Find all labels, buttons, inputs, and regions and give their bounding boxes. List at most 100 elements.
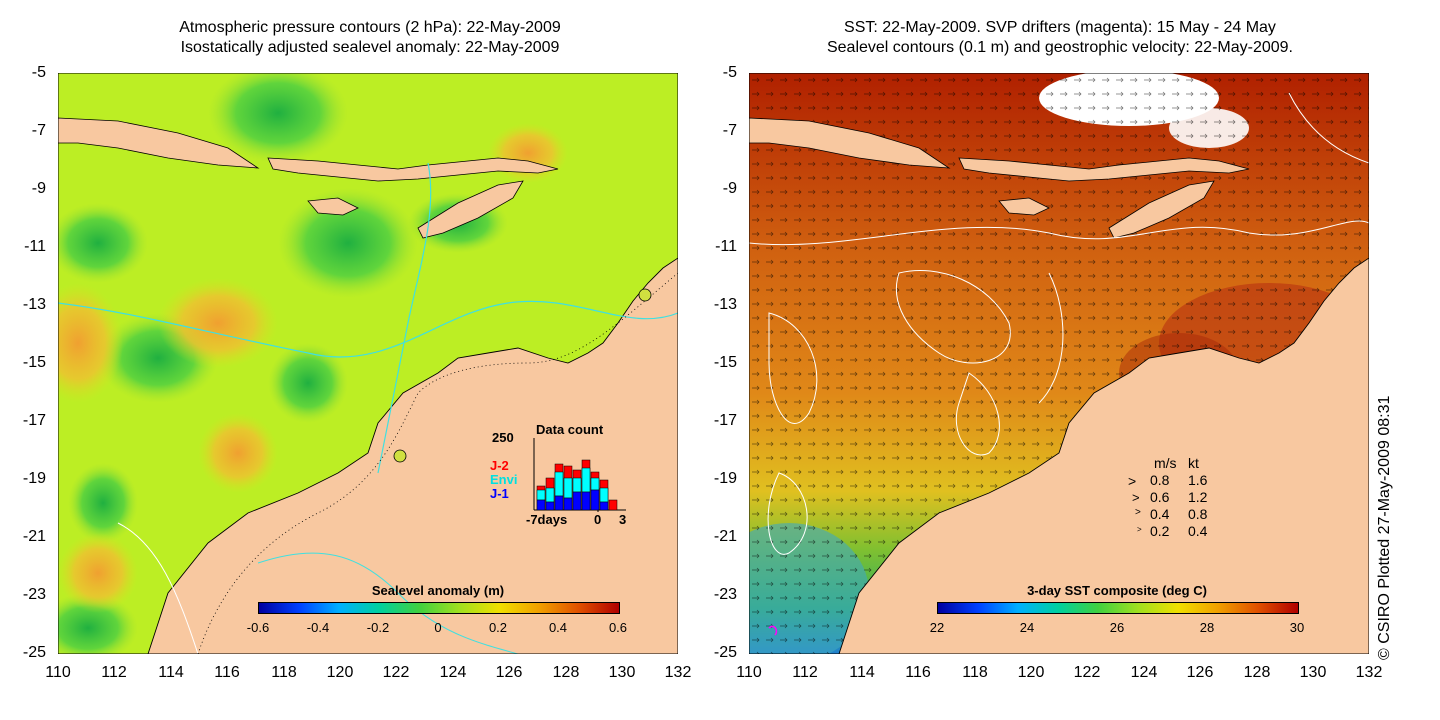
histogram-bar-envi <box>563 477 573 499</box>
sumba-island <box>998 197 1050 216</box>
latitude-label: -9 <box>722 180 737 197</box>
latitude-label: -7 <box>31 122 46 139</box>
lesser-sunda-islands <box>267 157 559 182</box>
drifter-track <box>768 625 778 636</box>
histogram-bar-envi <box>554 471 564 497</box>
orange-anomaly-blob <box>158 278 278 368</box>
histogram-bar-envi <box>536 489 546 501</box>
histogram-bar-j1 <box>554 495 564 511</box>
velocity-arrow-icon: > <box>1128 473 1137 489</box>
right-title-line2: Sealevel contours (0.1 m) and geostrophi… <box>826 39 1293 56</box>
longitude-label: 120 <box>326 664 354 681</box>
histogram-xlabel-start: -7days <box>526 512 568 527</box>
australia-landmass <box>147 257 678 654</box>
longitude-label: 118 <box>962 664 988 681</box>
velocity-legend-kt: 0.4 <box>1188 523 1208 539</box>
data-count-title: Data count <box>536 422 604 437</box>
velocity-arrow-icon: > <box>1137 525 1142 534</box>
histogram-bar-j1 <box>572 491 582 511</box>
longitude-label: 126 <box>495 664 523 681</box>
histogram-bar-envi <box>599 487 609 503</box>
histogram-bar-j1 <box>590 489 600 511</box>
velocity-legend-header-kt: kt <box>1188 455 1199 471</box>
green-anomaly-blob <box>208 73 348 163</box>
data-count-ymax: 250 <box>492 430 514 445</box>
sst-map <box>749 73 1369 654</box>
sealevel-colorbar-title: Sealevel anomaly (m) <box>371 583 505 598</box>
longitude-label: 116 <box>905 664 931 681</box>
longitude-label: 122 <box>382 664 410 681</box>
orange-anomaly-blob <box>488 123 568 183</box>
latitude-label: -19 <box>713 470 737 487</box>
latitude-label: -11 <box>715 238 737 255</box>
indonesia-landmass <box>58 117 260 169</box>
longitude-label: 112 <box>101 664 127 681</box>
histogram-xlabel-end: 3 <box>619 512 627 527</box>
latitude-label: -15 <box>22 354 46 371</box>
velocity-legend-kt: 1.6 <box>1188 472 1208 488</box>
data-count-histogram <box>533 438 626 512</box>
series-label-j1: J-1 <box>490 486 509 501</box>
longitude-label: 112 <box>792 664 818 681</box>
longitude-label: 132 <box>1355 664 1383 681</box>
latitude-label: -7 <box>722 122 737 139</box>
longitude-label: 114 <box>158 664 184 681</box>
velocity-legend-ms: 0.8 <box>1150 472 1170 488</box>
pressure-contour <box>58 300 678 358</box>
timor-island <box>417 180 524 239</box>
histogram-xlabel-zero: 0 <box>594 512 602 527</box>
right-title: SST: 22-May-2009. SVP drifters (magenta)… <box>720 18 1400 58</box>
series-label-envi: Envi <box>490 472 518 487</box>
longitude-label: 120 <box>1017 664 1045 681</box>
sealevel-contour <box>768 312 818 424</box>
latitude-label: -5 <box>722 64 737 81</box>
longitude-label: 124 <box>1130 664 1158 681</box>
sealevel-colorbar <box>258 602 620 614</box>
green-anomaly-blob <box>278 188 418 298</box>
histogram-bar-envi <box>581 467 591 493</box>
sealevel-contour <box>749 220 1369 246</box>
sealevel-tick: 0.2 <box>488 620 508 635</box>
longitude-label: 118 <box>271 664 297 681</box>
latitude-label: -11 <box>24 238 46 255</box>
sealevel-contour <box>1288 92 1369 164</box>
sst-tick: 24 <box>1019 620 1035 635</box>
velocity-legend-kt: 0.8 <box>1188 506 1208 522</box>
sst-tick: 26 <box>1109 620 1125 635</box>
left-title: Atmospheric pressure contours (2 hPa): 2… <box>60 18 680 58</box>
sealevel-tick: 0.6 <box>608 620 628 635</box>
longitude-label: 128 <box>552 664 580 681</box>
histogram-bar-envi <box>590 477 600 491</box>
right-title-line1: SST: 22-May-2009. SVP drifters (magenta)… <box>844 19 1276 36</box>
sst-tick: 22 <box>929 620 945 635</box>
sst-tick: 28 <box>1199 620 1215 635</box>
latitude-label: -25 <box>713 644 737 661</box>
latitude-label: -23 <box>713 586 737 603</box>
copyright-note: © CSIRO Plotted 27-May-2009 08:31 <box>1376 395 1393 660</box>
histogram-bar-j1 <box>581 491 591 511</box>
latitude-label: -17 <box>22 412 46 429</box>
orange-anomaly-blob <box>58 533 138 613</box>
orange-anomaly-blob <box>198 413 278 493</box>
sealevel-contour <box>895 269 1011 364</box>
latitude-label: -17 <box>713 412 737 429</box>
velocity-legend-kt: 1.2 <box>1188 489 1208 505</box>
pressure-contour <box>117 522 199 654</box>
velocity-legend-ms: 0.4 <box>1150 506 1170 522</box>
velocity-arrow-icon: > <box>1135 507 1141 518</box>
histogram-bar-j1 <box>545 501 555 511</box>
histogram-bar-j2 <box>608 499 618 511</box>
tide-gauge-marker <box>638 288 652 302</box>
longitude-label: 130 <box>608 664 636 681</box>
latitude-label: -21 <box>713 528 737 545</box>
green-anomaly-blob <box>58 593 138 654</box>
latitude-label: -13 <box>22 296 46 313</box>
timor-island <box>1108 180 1215 239</box>
longitude-label: 122 <box>1073 664 1101 681</box>
histogram-bars <box>536 459 618 511</box>
latitude-label: -15 <box>713 354 737 371</box>
longitude-label: 128 <box>1243 664 1271 681</box>
histogram-bar-j1 <box>599 501 609 511</box>
longitude-label: 116 <box>214 664 240 681</box>
pressure-contour <box>257 552 519 654</box>
